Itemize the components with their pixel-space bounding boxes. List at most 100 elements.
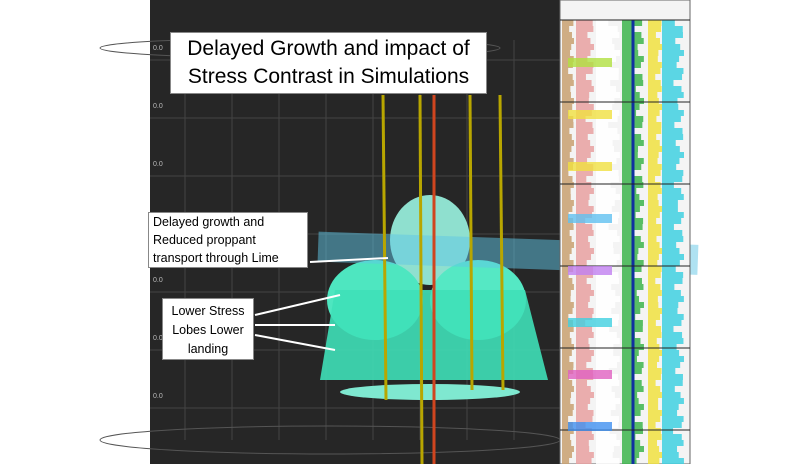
log-trace [596,338,620,344]
log-trace [622,146,638,152]
log-trace [662,368,676,374]
log-trace [562,302,574,308]
log-trace [596,74,619,80]
log-trace [596,248,614,254]
log-trace [648,350,662,356]
log-trace [596,386,612,392]
log-trace [648,50,659,56]
log-trace [576,332,594,338]
log-trace [596,128,618,134]
log-trace [596,86,617,92]
log-trace [662,254,684,260]
log-trace [648,368,662,374]
log-trace [596,182,611,188]
log-trace [576,290,594,296]
text-line: Reduced proppant [153,233,256,247]
log-trace [596,302,616,308]
zone-arrow [568,370,612,379]
log-trace [662,194,684,200]
log-trace [648,116,657,122]
log-trace [662,158,680,164]
log-trace [648,98,659,104]
log-trace [576,386,591,392]
log-trace [562,128,570,134]
log-trace [648,254,659,260]
log-trace [576,338,589,344]
log-trace [576,224,593,230]
title-box: Delayed Growth and impact of Stress Contr… [170,32,487,94]
log-trace [622,86,636,92]
log-trace [648,278,656,284]
text-line: Lobes Lower [172,323,244,337]
log-trace [622,110,637,116]
log-trace [596,20,609,26]
text-line: Lower Stress [171,304,245,318]
log-trace [576,146,594,152]
log-trace [562,410,573,416]
log-trace [662,362,681,368]
text-line: transport through Lime [153,251,279,265]
log-trace [562,374,569,380]
log-trace [648,110,660,116]
annotation-box: Delayed growth and Reduced proppant transp… [148,212,308,268]
log-trace [576,446,590,452]
log-trace [562,80,574,86]
log-trace [648,440,658,446]
log-trace [562,380,573,386]
log-trace [648,140,660,146]
log-trace [562,362,574,368]
log-trace [562,164,574,170]
log-trace [662,74,683,80]
zone-arrow [568,318,612,327]
log-trace [576,152,591,158]
log-trace [662,104,679,110]
log-trace [648,80,661,86]
log-trace [648,260,658,266]
log-trace [562,260,574,266]
pointers [254,257,389,351]
log-trace [562,20,574,26]
log-trace [662,134,684,140]
log-trace [596,308,612,314]
log-trace [596,206,612,212]
log-trace [648,44,662,50]
log-trace [562,200,574,206]
log-trace [648,374,661,380]
log-trace [622,338,641,344]
log-trace [648,38,660,44]
log-trace [662,80,674,86]
log-trace [648,386,661,392]
log-trace [596,410,611,416]
log-trace [662,404,679,410]
log-trace [562,176,573,182]
log-trace [648,380,656,386]
log-trace [662,176,683,182]
log-trace [562,68,569,74]
log-trace [662,56,680,62]
log-trace [576,128,594,134]
log-trace [662,152,684,158]
log-trace [562,344,574,350]
pointer [309,257,389,263]
log-trace [562,38,574,44]
log-trace [576,104,594,110]
log-trace [662,356,684,362]
log-trace [622,44,638,50]
log-trace [622,350,639,356]
log-trace [662,428,674,434]
log-trace [576,302,589,308]
log-trace [576,254,592,260]
well [418,94,424,464]
log-trace [562,26,570,32]
log-trace [648,230,662,236]
log-trace [596,290,616,296]
log-trace [648,296,658,302]
log-trace [622,212,636,218]
log-trace [562,254,570,260]
log-trace [562,74,573,80]
zone-arrow [568,214,612,223]
log-trace [662,86,682,92]
log-trace [562,266,574,272]
log-trace [622,68,635,74]
log-trace [596,404,616,410]
